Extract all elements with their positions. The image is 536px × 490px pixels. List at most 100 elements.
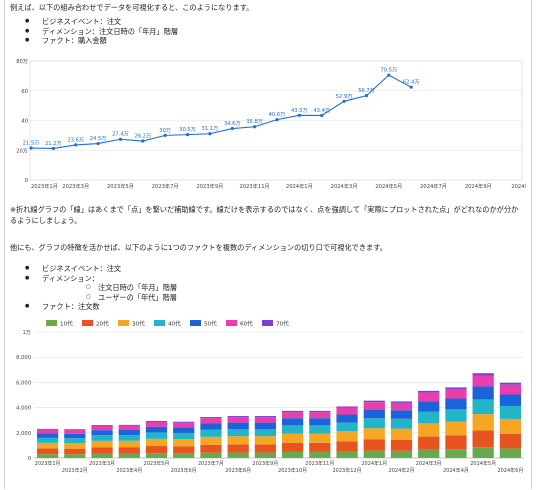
bar-segment <box>64 430 86 434</box>
bar-segment <box>418 392 440 402</box>
list-item: ファクト：注文数 <box>10 302 177 312</box>
bar-segment <box>254 429 277 437</box>
bar-segment <box>309 442 331 452</box>
bar-segment <box>390 428 413 440</box>
x-tick-label: 2023年3月 <box>89 460 115 467</box>
bar-segment <box>390 410 413 419</box>
data-point <box>208 132 212 136</box>
bar-segment <box>64 429 86 431</box>
list-item: ビジネスイベント：注文 <box>10 264 177 274</box>
bar-segment <box>472 447 494 458</box>
bar-segment <box>145 446 168 454</box>
data-point <box>364 94 369 98</box>
bar-segment <box>36 429 59 434</box>
y-tick-label: 0 <box>28 456 31 462</box>
bar-segment <box>281 451 304 458</box>
x-tick-label: 2023年4月 <box>116 467 142 474</box>
note-text: ※折れ線グラフの「線」はあくまで「点」を繋いだ補助線です。線だけを表示するのでは… <box>10 205 519 225</box>
legend-swatch <box>190 320 201 326</box>
x-tick-label: 2023年10月 <box>278 467 307 474</box>
sub-list: 注文日時の「年月」階層 ユーザーの「年代」階層 <box>42 283 177 302</box>
y-tick-label: 1万 <box>23 329 32 336</box>
bar-segment <box>227 416 249 418</box>
data-point <box>253 125 257 129</box>
bar-segment <box>64 433 86 439</box>
legend-swatch <box>226 320 237 326</box>
data-label: 27.4万 <box>112 131 129 138</box>
bar-segment <box>227 429 249 437</box>
line-chart: 0 20万 40 60 80万 2023年1月 2023年3月 2023年5月 2023年7月 2… <box>10 54 535 194</box>
bar-segment <box>336 406 358 408</box>
bar-segment <box>336 441 358 452</box>
bar-segment <box>200 417 222 419</box>
x-tick-label: 2024年... <box>511 182 526 190</box>
bar-segment <box>200 423 222 430</box>
x-tick-label: 2023年9月 <box>252 460 278 467</box>
bar-segment <box>445 421 467 436</box>
bar-segment <box>445 389 467 399</box>
bar-segment <box>36 442 59 449</box>
bar-segment <box>118 435 140 441</box>
y-tick-label: 4,000 <box>16 406 31 412</box>
bar-segment <box>418 411 440 424</box>
bar-segment <box>36 437 59 443</box>
bar-segment <box>118 447 140 454</box>
bar-segment <box>363 428 385 440</box>
bar-segment <box>499 382 522 385</box>
x-tick-label: 2023年11月 <box>305 460 334 467</box>
bar-segment <box>36 448 59 455</box>
legend-swatch <box>46 320 57 326</box>
bar-segment <box>254 422 277 430</box>
data-label: 43.5万 <box>291 107 308 114</box>
x-tick-label: 2023年3月 <box>62 182 89 190</box>
data-point <box>96 141 100 146</box>
intro2-text: 他にも、グラフの特徴を活かせば、以下のように1つのファクトを複数のディメンション… <box>10 243 387 252</box>
bar-segment <box>336 407 358 415</box>
data-point <box>185 133 190 137</box>
bar-segment <box>499 384 522 395</box>
bar-segment <box>36 433 59 438</box>
x-tick-label: 2023年2月 <box>62 467 88 474</box>
legend-label: 30代 <box>132 320 145 328</box>
data-point <box>320 113 324 118</box>
data-label: 31.1万 <box>202 125 219 132</box>
data-point <box>409 85 413 89</box>
bar-segment <box>36 454 59 458</box>
legend-swatch <box>118 320 129 326</box>
bar-segment <box>281 410 304 413</box>
x-tick-label: 2023年1月 <box>35 460 61 467</box>
x-tick-label: 2023年7月 <box>198 460 224 467</box>
bar-segment <box>254 444 277 453</box>
bar-segment <box>336 422 358 432</box>
bar-segment <box>64 448 86 455</box>
bar-segment <box>118 453 140 458</box>
bar-segment <box>145 426 168 433</box>
document-frame <box>4 0 532 489</box>
bar-segment <box>445 387 467 390</box>
x-tick-label: 2024年5月 <box>375 182 402 190</box>
x-tick-label: 2024年1月 <box>361 460 387 467</box>
x-tick-label: 2024年3月 <box>416 460 442 467</box>
bar-segment <box>363 409 385 419</box>
data-point <box>230 126 234 131</box>
bar-segment <box>390 402 413 411</box>
x-tick-label: 2024年6月 <box>497 467 523 474</box>
data-point <box>141 139 145 143</box>
bar-segment <box>200 418 222 424</box>
data-point <box>275 118 279 122</box>
bar-segment <box>281 412 304 419</box>
legend-label: 40代 <box>168 320 181 328</box>
legend-swatch <box>262 320 273 326</box>
list-item-label: ディメンション： <box>42 273 99 283</box>
bar-segment <box>91 440 113 448</box>
legend-label: 20代 <box>96 320 109 328</box>
data-label: 26.2万 <box>134 133 151 140</box>
bar-segment <box>91 447 113 454</box>
bar-segment <box>173 427 195 433</box>
x-tick-label: 2023年6月 <box>171 467 197 474</box>
data-label: 40.6万 <box>269 111 286 118</box>
x-tick-label: 2023年11月 <box>240 182 270 190</box>
legend-label: 70代 <box>276 320 289 328</box>
bar-segment <box>336 451 358 458</box>
bar-segment <box>227 444 249 453</box>
